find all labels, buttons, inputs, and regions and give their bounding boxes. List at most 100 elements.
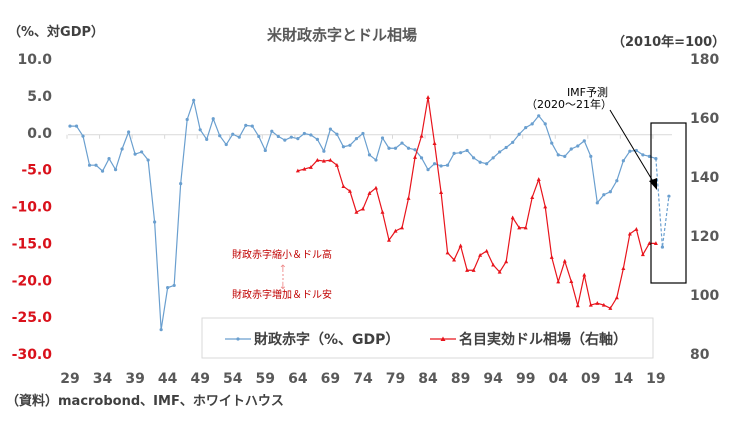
data-point-deficit — [530, 122, 534, 126]
data-point-deficit — [263, 148, 267, 153]
legend-label-dollar: 名目実効ドル相場（右軸） — [459, 331, 627, 348]
data-point-deficit — [478, 160, 482, 164]
data-point-dollar — [523, 225, 528, 230]
data-point-deficit — [426, 168, 430, 172]
data-point-dollar — [380, 209, 385, 214]
x-tick-label: 54 — [223, 371, 243, 387]
data-point-dollar — [647, 241, 652, 245]
data-point-dollar — [627, 231, 632, 236]
data-point-deficit — [133, 152, 137, 156]
data-point-deficit — [68, 124, 72, 128]
data-point-dollar — [530, 195, 535, 199]
data-point-deficit — [400, 141, 404, 145]
data-point-deficit — [595, 201, 599, 205]
x-tick-label: 84 — [418, 371, 438, 387]
data-point-deficit — [192, 98, 196, 102]
data-point-deficit — [354, 137, 359, 141]
data-point-deficit — [276, 134, 280, 139]
data-point-deficit — [198, 128, 202, 132]
data-point-deficit — [589, 154, 593, 158]
data-point-dollar — [367, 191, 372, 195]
x-tick-label: 94 — [483, 371, 503, 387]
data-point-dollar — [445, 250, 450, 255]
data-point-deficit — [218, 134, 222, 138]
data-point-deficit — [524, 125, 528, 130]
data-point-deficit — [100, 169, 105, 173]
data-point-dollar — [614, 295, 619, 300]
data-point-deficit — [517, 132, 521, 136]
data-point-deficit — [205, 137, 209, 141]
data-point-deficit — [322, 149, 326, 153]
data-point-deficit — [452, 151, 456, 155]
data-point-deficit — [576, 144, 580, 148]
left-tick-label: 0.0 — [27, 126, 52, 142]
x-tick-label: 44 — [158, 371, 178, 387]
data-point-deficit — [120, 147, 124, 151]
data-point-dollar — [491, 262, 496, 267]
data-point-dollar — [497, 269, 502, 274]
data-point-dollar — [458, 243, 463, 248]
data-point-deficit — [270, 129, 274, 133]
data-point-deficit — [113, 168, 118, 172]
legend-marker-deficit — [236, 337, 240, 341]
data-point-deficit — [153, 220, 157, 224]
data-point-deficit — [615, 179, 619, 183]
right-axis-unit: （2010年=100） — [612, 34, 725, 50]
data-point-deficit — [459, 151, 463, 155]
data-point-deficit — [485, 162, 489, 166]
data-point-deficit — [563, 154, 567, 158]
axes: 10.0 5.0 0.0 -5.0 -10.0 -15.0 -20.0 -25.0 -30.0 1… — [12, 52, 720, 387]
data-point-deficit — [81, 134, 85, 138]
data-point-dollar — [536, 177, 541, 181]
imf-forecast-period: （2020～21年） — [526, 97, 612, 111]
x-tick-label: 09 — [581, 371, 600, 387]
data-point-deficit — [348, 143, 352, 147]
x-tick-label: 49 — [190, 371, 209, 387]
x-tick-label: 14 — [614, 371, 634, 387]
data-point-dollar — [426, 95, 431, 99]
data-point-deficit — [445, 163, 450, 167]
forecast-box — [650, 122, 687, 284]
forecast-line — [655, 158, 670, 248]
data-point-dollar — [653, 241, 658, 245]
data-point-dollar — [504, 259, 509, 264]
data-point-dollar — [360, 206, 365, 211]
data-point-deficit — [393, 146, 398, 150]
imf-forecast-label: IMF予測 — [567, 85, 608, 99]
data-point-deficit — [667, 194, 671, 198]
data-point-dollar — [608, 306, 613, 310]
data-point-dollar — [569, 279, 574, 284]
data-point-deficit — [302, 131, 306, 136]
annotation-deficit-grow: 財政赤字増加＆ドル安 — [232, 288, 332, 301]
data-point-deficit — [374, 158, 378, 162]
data-point-deficit — [126, 130, 131, 134]
data-point-deficit — [608, 190, 612, 194]
data-point-dollar — [517, 225, 522, 230]
right-tick-label: 160 — [690, 111, 719, 127]
data-point-deficit — [550, 141, 554, 145]
data-point-deficit — [231, 132, 235, 136]
data-point-deficit — [224, 142, 228, 147]
data-point-deficit — [621, 159, 625, 163]
data-point-dollar — [452, 257, 457, 262]
data-point-deficit — [179, 182, 183, 186]
data-point-dollar — [582, 272, 587, 277]
data-point-deficit — [244, 123, 248, 127]
data-point-deficit — [413, 148, 417, 152]
x-tick-label: 89 — [451, 371, 470, 387]
legend-box — [201, 317, 654, 359]
right-tick-label: 140 — [690, 170, 719, 186]
data-point-deficit — [140, 150, 144, 154]
data-point-deficit — [87, 163, 92, 167]
data-point-dollar — [328, 157, 333, 162]
chart-title: 米財政赤字とドル相場 — [267, 26, 417, 44]
data-point-deficit — [660, 245, 665, 249]
series-lines — [68, 95, 671, 332]
left-tick-label: -25.0 — [12, 310, 53, 326]
data-point-deficit — [283, 138, 287, 142]
data-point-deficit — [511, 140, 515, 144]
data-point-deficit — [309, 133, 313, 137]
right-tick-label: 120 — [690, 229, 719, 245]
imf-arrow-line — [609, 109, 655, 184]
data-point-dollar — [334, 163, 339, 167]
